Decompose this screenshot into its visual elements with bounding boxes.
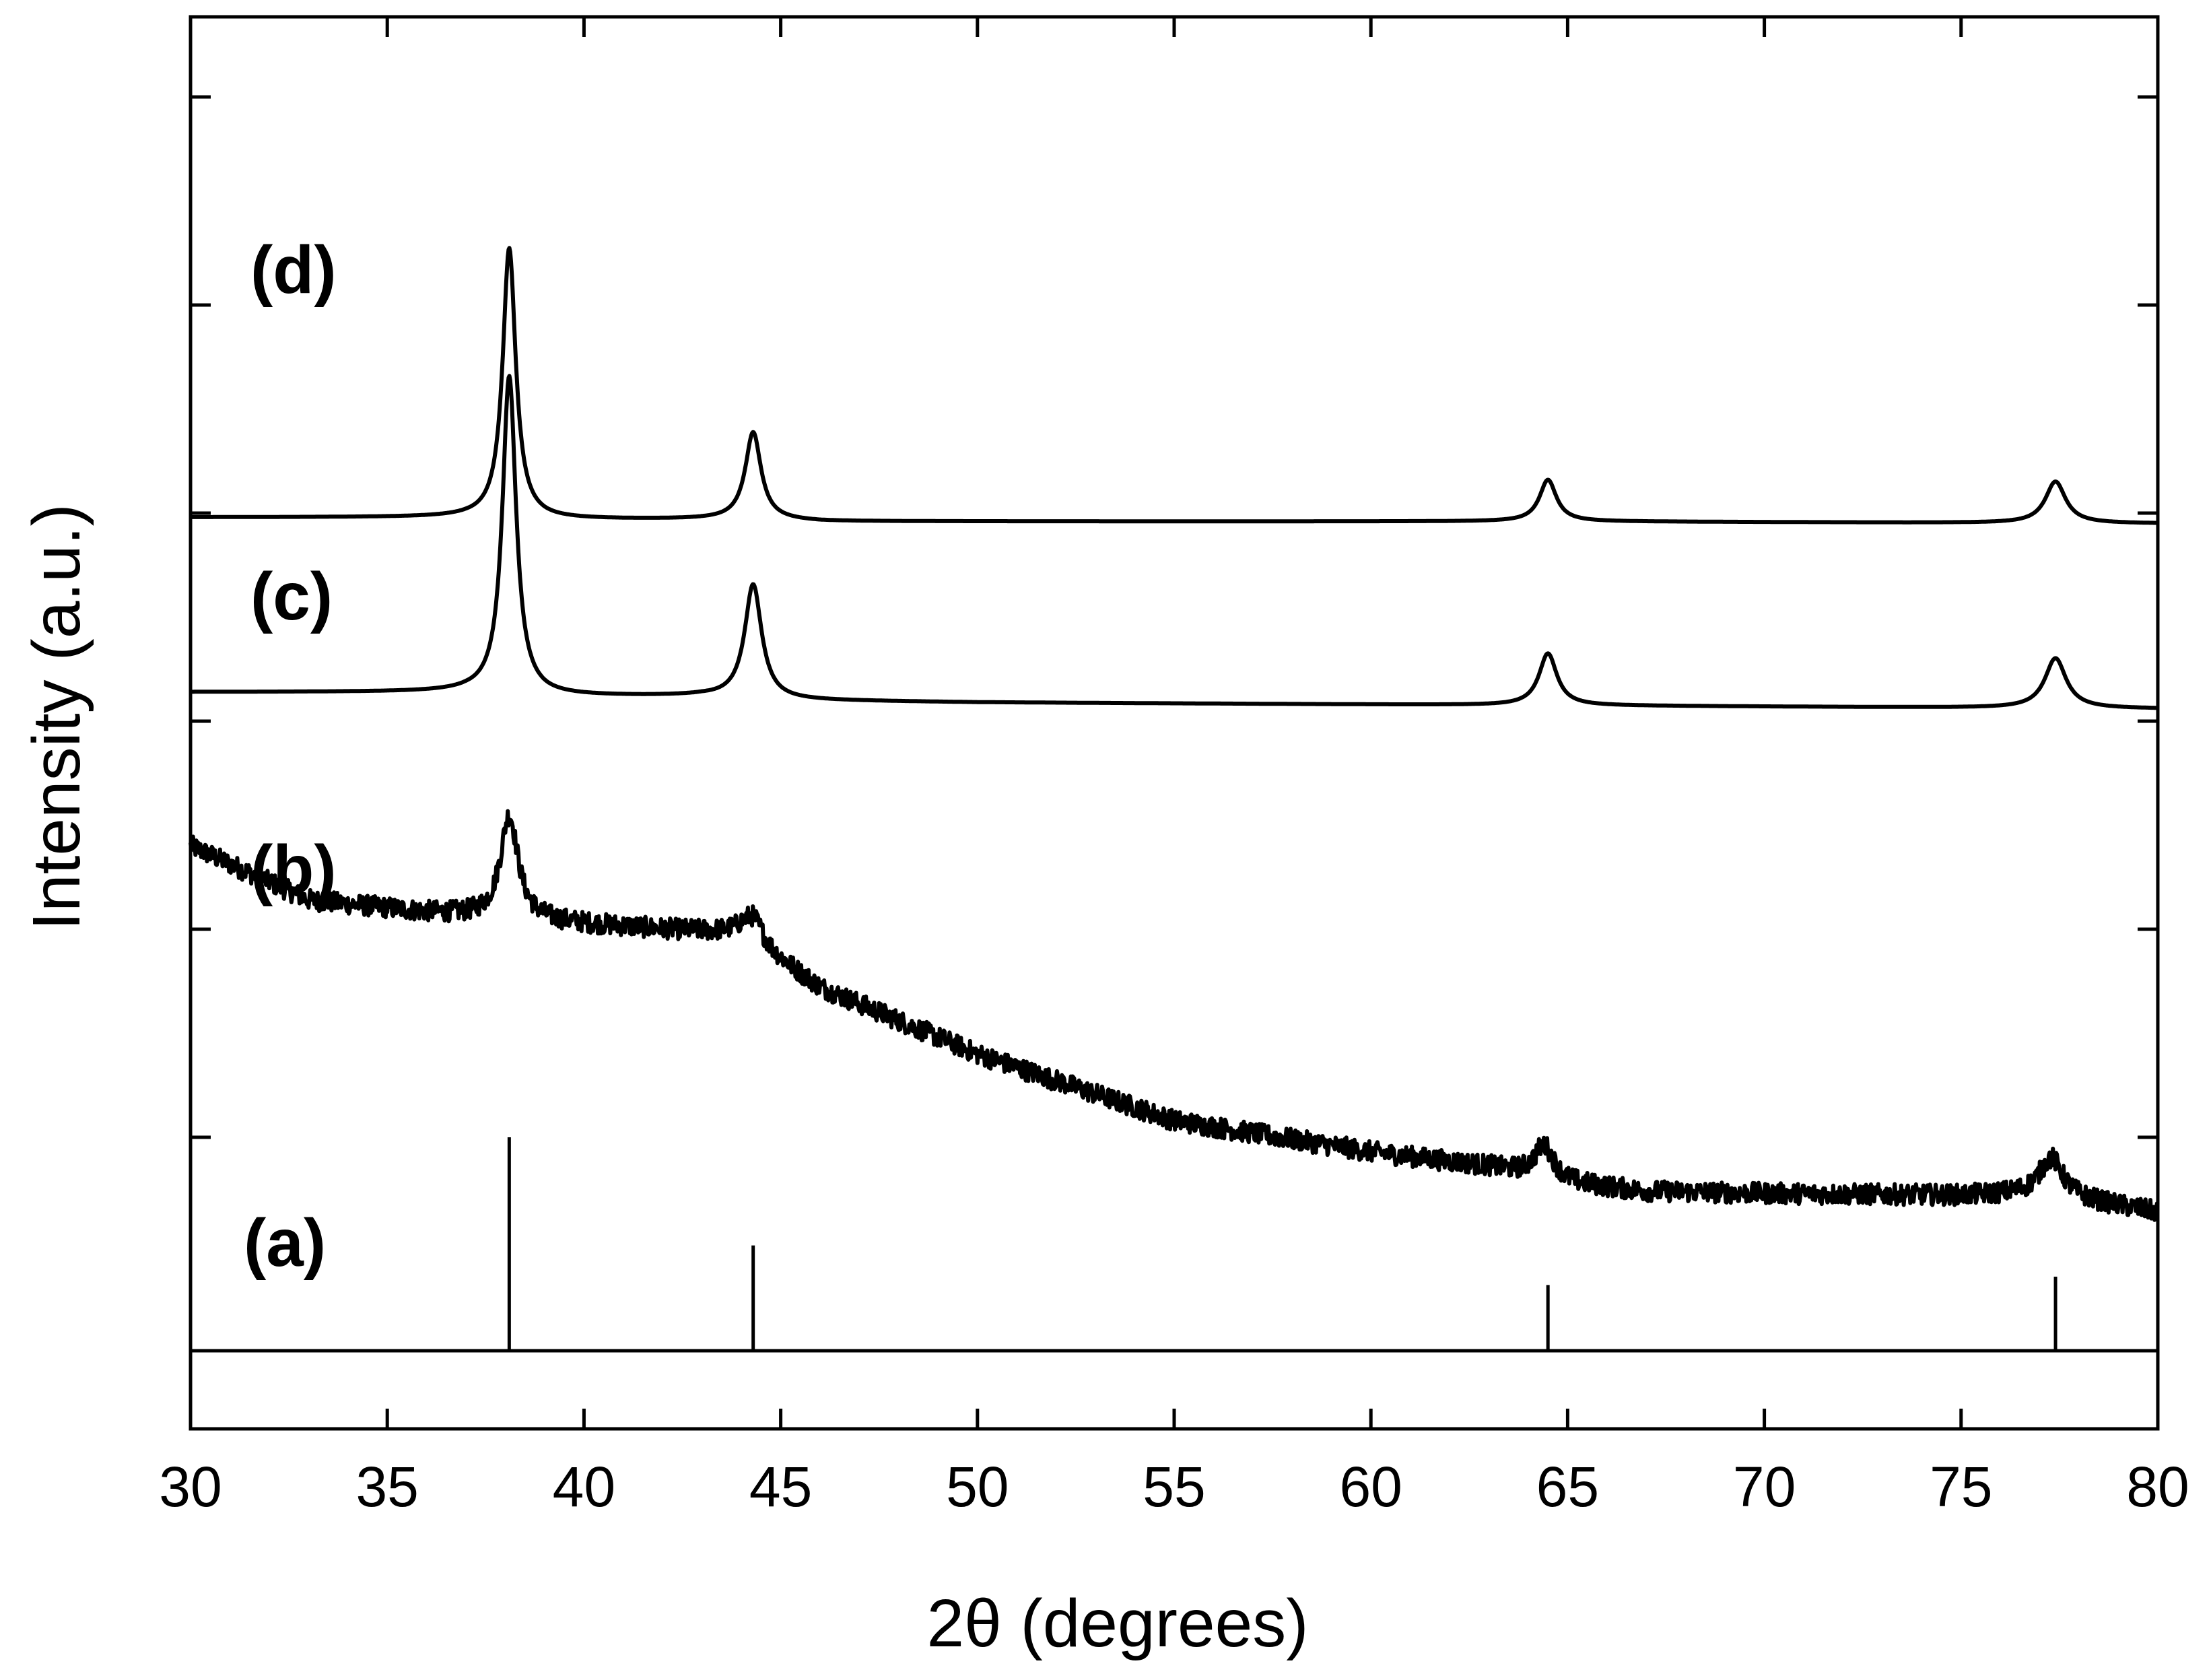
plot-frame	[189, 15, 2160, 1431]
x-axis-title: 2θ (degrees)	[927, 1586, 1309, 1661]
y-axis-ticks	[191, 95, 2158, 1139]
x-tick-label: 30	[159, 1455, 222, 1518]
panel-label: (a)	[244, 1205, 326, 1281]
x-tick-label: 40	[553, 1455, 615, 1518]
panel-label: (b)	[250, 832, 337, 907]
x-tick-label: 60	[1339, 1455, 1402, 1518]
x-tick-label: 45	[749, 1455, 812, 1518]
series-line-c	[189, 374, 2159, 710]
y-axis-title: Intensity (a.u.)	[19, 504, 94, 931]
series-line-b	[189, 809, 2160, 1222]
x-tick-label: 70	[1733, 1455, 1796, 1518]
reference-pattern	[507, 1137, 2057, 1351]
x-tick-label: 65	[1536, 1455, 1599, 1518]
x-tick-label: 80	[2126, 1455, 2189, 1518]
x-tick-label: 55	[1143, 1455, 1205, 1518]
panel-label: (d)	[250, 232, 337, 308]
x-tick-label: 75	[1930, 1455, 1992, 1518]
panel-label: (c)	[250, 559, 333, 634]
x-axis-ticks: 30 35 40 45 50 55 60 65 70 75 80	[159, 17, 2189, 1518]
x-tick-label: 35	[355, 1455, 418, 1518]
series-group	[189, 246, 2160, 1222]
plot-area	[189, 15, 2160, 1431]
series-line-d	[189, 246, 2159, 525]
panel-labels: (a) (b) (c) (d)	[244, 232, 337, 1281]
x-tick-label: 50	[946, 1455, 1009, 1518]
